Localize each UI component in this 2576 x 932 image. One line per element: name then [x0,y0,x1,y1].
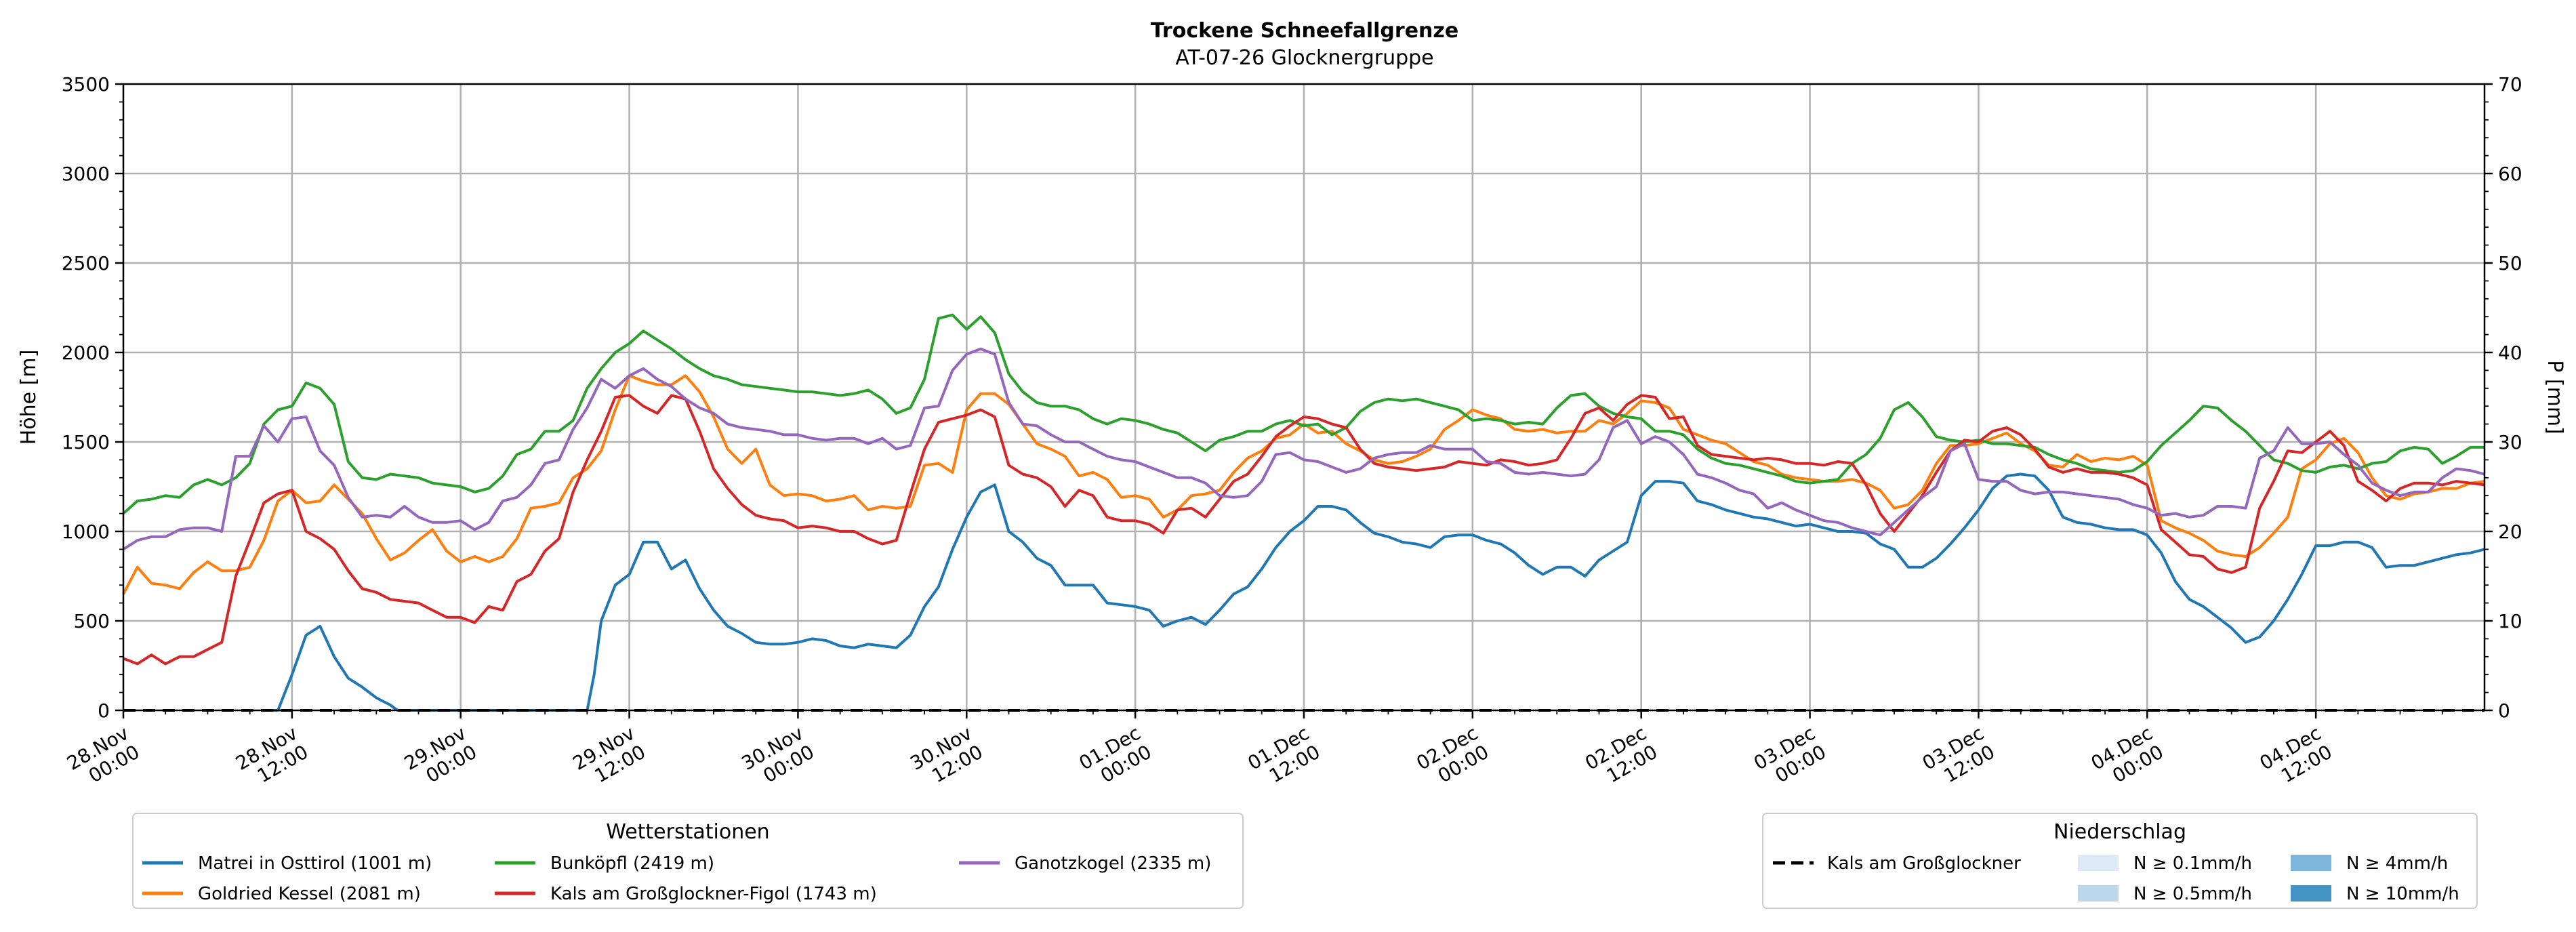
y-tick-label: 1500 [62,431,110,453]
legend-precip-label: N ≥ 0.5mm/h [2133,884,2252,904]
y-tick-label: 500 [74,610,110,632]
series-line-goldried-kessel-2081-m [122,374,2485,595]
legend-station-label: Ganotzkogel (2335 m) [1015,853,1211,874]
legend-stations: Wetterstationen Matrei in Osttirol (1001… [132,813,1244,909]
chart-title: Trockene Schneefallgrenze [1151,19,1458,43]
y-tick-label: 2500 [62,252,110,275]
series-line-kals-am-gro-glockner-figol-1743-m [123,394,2485,666]
series-lines [122,313,2485,712]
y2-tick-label: 10 [2498,610,2522,632]
legend-precip-label: N ≥ 0.1mm/h [2133,853,2252,874]
chart-subtitle: AT-07-26 Glocknergruppe [1175,46,1433,70]
y2-tick-label: 30 [2498,431,2522,453]
series-line-ganotzkogel-2335-m [122,347,2485,551]
y2-tick-label: 40 [2498,342,2522,364]
y-tick-label: 1000 [62,521,110,543]
legend-precip-swatch [2291,855,2331,871]
legend-precip-swatch [2078,885,2119,901]
legend-precip: Niederschlag Kals am Großglockner N ≥ 0.… [1762,813,2478,909]
y2-tick-label: 0 [2498,700,2510,722]
legend-station-label: Goldried Kessel (2081 m) [198,884,421,904]
y-tick-label: 3500 [62,73,110,96]
y2-axis-label: P [mm] [2543,360,2567,434]
legend-station-label: Bunköpfl (2419 m) [550,853,714,874]
y-tick-label: 3000 [62,163,110,185]
legend-station-label: Kals am Großglockner-Figol (1743 m) [550,884,877,904]
y2-tick-label: 20 [2498,521,2522,543]
legend-station-label: Matrei in Osttirol (1001 m) [198,853,432,874]
legend-precip-title: Niederschlag [2053,820,2186,844]
y-tick-label: 0 [98,700,110,722]
legend-stations-title: Wetterstationen [606,820,769,844]
y-tick-label: 2000 [62,342,110,364]
legend-precip-label: N ≥ 10mm/h [2346,884,2459,904]
legend-precip-label: N ≥ 4mm/h [2346,853,2448,874]
series-line-bunk-pfl-2419-m [122,313,2485,515]
y-axis-label: Höhe [m] [17,350,41,445]
legend-precip-swatch [2291,885,2331,901]
y2-tick-label: 70 [2498,73,2522,96]
legend-precip-swatch [2078,855,2119,871]
y2-tick-label: 50 [2498,252,2522,275]
y2-tick-label: 60 [2498,163,2522,185]
legend-precip-station-label: Kals am Großglockner [1827,853,2021,874]
series-line-matrei-in-osttirol-1001-m [270,472,2485,712]
grid [123,84,2485,710]
